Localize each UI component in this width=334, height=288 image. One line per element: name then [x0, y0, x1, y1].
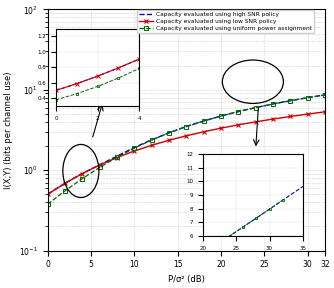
- Capacity evaluated using high SNR policy: [46, 192, 50, 196]
- Capacity evaluated using low SNR policy: [202, 130, 206, 134]
- Capacity evaluated using low SNR policy: [80, 172, 84, 175]
- Capacity evaluated using low SNR policy: [63, 182, 67, 185]
- Line: Capacity evaluated using high SNR policy: Capacity evaluated using high SNR policy: [47, 95, 325, 194]
- Capacity evaluated using low SNR policy: [306, 112, 310, 116]
- Capacity evaluated using low SNR policy: [98, 163, 102, 167]
- Capacity evaluated using uniform power assignment: [219, 114, 223, 118]
- Capacity evaluated using low SNR policy: [288, 115, 292, 118]
- Capacity evaluated using uniform power assignment: [254, 106, 258, 109]
- Capacity evaluated using low SNR policy: [254, 120, 258, 124]
- Capacity evaluated using uniform power assignment: [306, 96, 310, 99]
- Capacity evaluated using uniform power assignment: [271, 102, 275, 106]
- Capacity evaluated using uniform power assignment: [98, 166, 102, 169]
- Capacity evaluated using high SNR policy: [323, 93, 327, 96]
- Capacity evaluated using low SNR policy: [323, 110, 327, 113]
- Capacity evaluated using low SNR policy: [184, 134, 188, 138]
- Capacity evaluated using low SNR policy: [271, 117, 275, 121]
- Capacity evaluated using low SNR policy: [115, 156, 119, 159]
- Capacity evaluated using uniform power assignment: [45, 202, 49, 206]
- Y-axis label: I(X;Y) (bits per channel use): I(X;Y) (bits per channel use): [4, 71, 13, 189]
- Capacity evaluated using uniform power assignment: [184, 125, 188, 128]
- Capacity evaluated using uniform power assignment: [202, 119, 206, 123]
- Capacity evaluated using low SNR policy: [167, 139, 171, 142]
- Capacity evaluated using uniform power assignment: [236, 110, 240, 113]
- Capacity evaluated using high SNR policy: [215, 115, 219, 119]
- Capacity evaluated using low SNR policy: [219, 126, 223, 130]
- Capacity evaluated using high SNR policy: [297, 97, 301, 101]
- Capacity evaluated using uniform power assignment: [63, 189, 67, 193]
- Capacity evaluated using high SNR policy: [45, 193, 49, 196]
- Capacity evaluated using uniform power assignment: [167, 131, 171, 135]
- Line: Capacity evaluated using low SNR policy: Capacity evaluated using low SNR policy: [45, 109, 327, 197]
- Capacity evaluated using low SNR policy: [45, 193, 49, 196]
- Capacity evaluated using high SNR policy: [211, 117, 215, 120]
- Capacity evaluated using uniform power assignment: [323, 93, 327, 96]
- Capacity evaluated using high SNR policy: [280, 101, 284, 104]
- Capacity evaluated using uniform power assignment: [288, 99, 292, 103]
- Capacity evaluated using low SNR policy: [236, 123, 240, 127]
- Capacity evaluated using low SNR policy: [150, 144, 154, 147]
- Capacity evaluated using high SNR policy: [210, 117, 214, 120]
- Capacity evaluated using uniform power assignment: [80, 177, 84, 180]
- Capacity evaluated using uniform power assignment: [132, 146, 136, 150]
- Legend: Capacity evaluated using high SNR policy, Capacity evaluated using low SNR polic: Capacity evaluated using high SNR policy…: [137, 10, 314, 33]
- Capacity evaluated using uniform power assignment: [115, 156, 119, 159]
- Capacity evaluated using uniform power assignment: [150, 138, 154, 142]
- Capacity evaluated using low SNR policy: [132, 149, 136, 153]
- X-axis label: P/σ² (dB): P/σ² (dB): [168, 275, 205, 284]
- Line: Capacity evaluated using uniform power assignment: Capacity evaluated using uniform power a…: [45, 93, 327, 206]
